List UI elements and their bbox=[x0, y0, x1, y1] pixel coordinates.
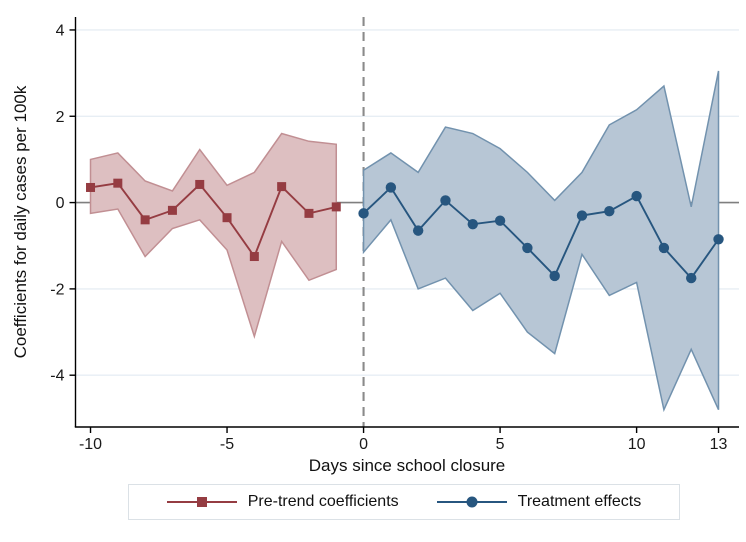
treatment-effects-point-circle bbox=[412, 225, 424, 236]
x-tick-label: 5 bbox=[496, 436, 505, 453]
treatment-effects-point-circle bbox=[576, 210, 588, 221]
treatment-effects-ci-band bbox=[362, 70, 720, 413]
treatment-effects-point-circle bbox=[358, 208, 369, 219]
treatment-effects-point-circle bbox=[467, 218, 478, 230]
pre-trend-coefficients-ci-band bbox=[89, 132, 338, 339]
treatment-effects-point-circle bbox=[385, 182, 397, 193]
treatment-effects-point-circle bbox=[494, 215, 506, 226]
pre-trend-coefficients-point-square bbox=[167, 205, 177, 215]
y-tick-label: 0 bbox=[56, 195, 65, 212]
legend-line-treatment bbox=[436, 496, 507, 508]
pre-trend-coefficients-line bbox=[90, 182, 337, 259]
y-tick-label: 4 bbox=[56, 22, 65, 39]
x-axis-title: Days since school closure bbox=[308, 456, 506, 475]
x-tick-label: 0 bbox=[359, 436, 368, 453]
circle-marker-icon bbox=[466, 496, 478, 508]
pre-trend-coefficients-point-square bbox=[195, 179, 205, 189]
x-tick-label: 13 bbox=[710, 436, 728, 453]
pre-trend-coefficients-point-square bbox=[86, 182, 96, 192]
pre-trend-coefficients-point-square bbox=[249, 252, 259, 262]
y-axis-title: Coefficients for daily cases per 100k bbox=[11, 85, 30, 359]
y-tick-label: 2 bbox=[56, 109, 65, 126]
treatment-effects-point-circle bbox=[631, 190, 642, 202]
legend-item-treatment: Treatment effects bbox=[436, 493, 642, 511]
y-tick-label: -4 bbox=[50, 368, 64, 385]
legend-label-pretrend: Pre-trend coefficients bbox=[247, 493, 399, 510]
treatment-effects-point-circle bbox=[686, 272, 697, 284]
pre-trend-coefficients-point-square bbox=[140, 215, 150, 225]
treatment-effects-point-circle bbox=[549, 270, 560, 282]
pre-trend-coefficients-point-square bbox=[331, 202, 341, 212]
legend-item-pretrend: Pre-trend coefficients bbox=[166, 493, 399, 511]
x-tick-label: 10 bbox=[628, 436, 646, 453]
treatment-effects-point-circle bbox=[658, 242, 670, 254]
treatment-effects-point-circle bbox=[604, 206, 615, 217]
legend: Pre-trend coefficients Treatment effects bbox=[128, 484, 680, 520]
y-tick-label: -2 bbox=[50, 281, 64, 298]
x-tick-label: -5 bbox=[220, 436, 234, 453]
treatment-effects-point-circle bbox=[522, 242, 533, 254]
pre-trend-coefficients-point-square bbox=[113, 178, 123, 188]
treatment-effects-point-circle bbox=[713, 234, 724, 245]
treatment-effects-point-circle bbox=[440, 195, 451, 206]
treatment-effects-line bbox=[362, 185, 720, 280]
pre-trend-coefficients-point-square bbox=[304, 208, 314, 218]
x-tick-label: -10 bbox=[79, 436, 102, 453]
pre-trend-coefficients-point-square bbox=[277, 182, 287, 192]
legend-line-pretrend bbox=[166, 497, 237, 507]
square-marker-icon bbox=[196, 497, 207, 507]
pre-trend-coefficients-point-square bbox=[222, 213, 232, 223]
legend-label-treatment: Treatment effects bbox=[517, 493, 642, 510]
